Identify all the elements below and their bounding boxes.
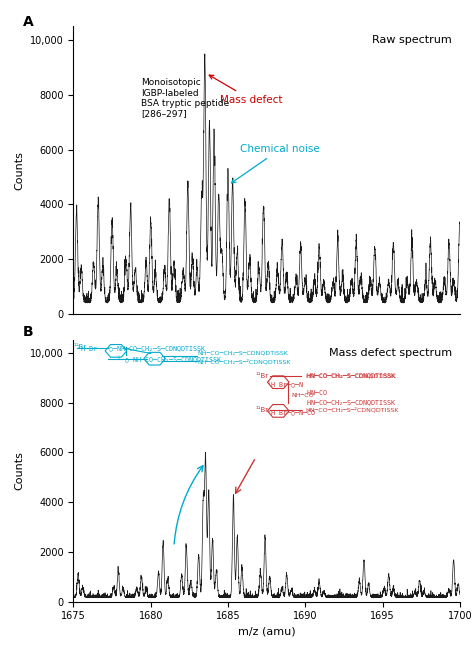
Text: Chemical noise: Chemical noise [231,144,320,183]
Text: NH─CO: NH─CO [292,393,314,398]
Text: ¹H Br─○─N─CO: ¹H Br─○─N─CO [266,408,315,415]
Text: HN─CO: HN─CO [266,390,327,396]
Text: ¹¹Br: ¹¹Br [255,407,268,413]
Text: NH─CO─CH₂─S─²CDNQDTISSK: NH─CO─CH₂─S─²CDNQDTISSK [197,359,291,364]
Text: HN─CO─CH₂─S─²CDNQDTISSK: HN─CO─CH₂─S─²CDNQDTISSK [305,407,399,412]
Y-axis label: Counts: Counts [14,451,25,490]
Text: A: A [23,15,34,29]
Text: └─○─NH─CO─CH₂─S─CDNQDTISSK: └─○─NH─CO─CH₂─S─CDNQDTISSK [77,356,221,364]
Text: NH─CO─CH₂─S─CDNQDTISSK: NH─CO─CH₂─S─CDNQDTISSK [197,351,288,356]
Text: HN─CO─CH₂─S─CDNQDTISSK: HN─CO─CH₂─S─CDNQDTISSK [305,373,396,378]
Text: Raw spectrum: Raw spectrum [372,35,452,45]
Text: B: B [23,325,34,338]
Text: ¹¹Br: ¹¹Br [255,373,268,379]
Text: Mass defect spectrum: Mass defect spectrum [329,348,452,358]
X-axis label: m/z (amu): m/z (amu) [238,627,295,637]
Text: ¹¹Br: ¹¹Br [73,344,87,350]
Text: HN─CO─CH₂─S─CDNQDTISSK: HN─CO─CH₂─S─CDNQDTISSK [266,371,395,377]
Y-axis label: Counts: Counts [14,151,25,190]
Text: ¹H Br─○─N: ¹H Br─○─N [266,381,302,387]
Text: Monoisotopic
IGBP-labeled
BSA tryptic peptide
[286–297]: Monoisotopic IGBP-labeled BSA tryptic pe… [141,78,229,118]
Text: ¹H Br───○─NH─CO─CH₂─S─CDNQDTISSK: ¹H Br───○─NH─CO─CH₂─S─CDNQDTISSK [77,344,205,351]
Text: Mass defect: Mass defect [209,75,283,105]
Text: HN─CO─CH₂─S─CDNQDTISSK: HN─CO─CH₂─S─CDNQDTISSK [266,399,395,405]
